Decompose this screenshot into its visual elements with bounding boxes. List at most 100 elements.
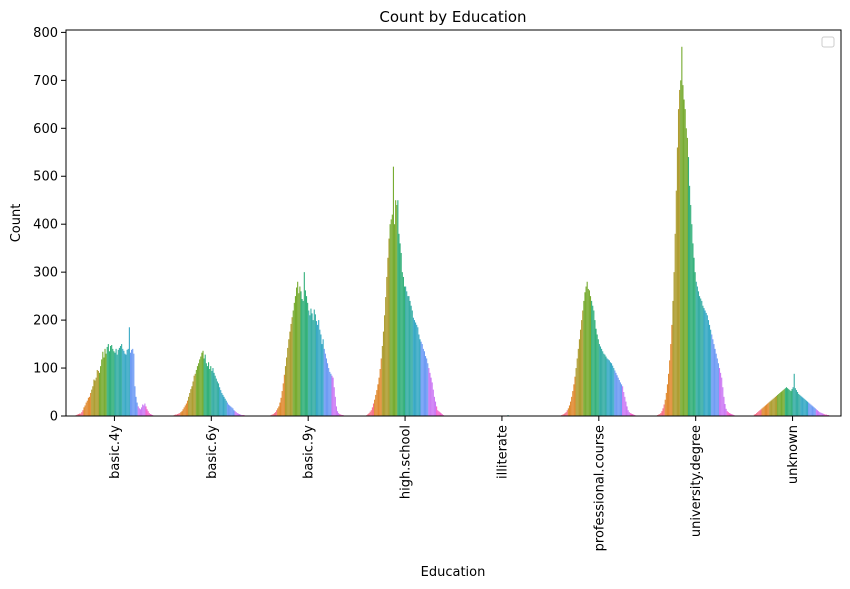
bar-basic-9y-4 bbox=[273, 413, 275, 416]
bar-professional-course-36 bbox=[599, 346, 602, 416]
bar-basic-4y-36 bbox=[115, 348, 117, 416]
bar-basic-6y-49 bbox=[226, 402, 228, 416]
bar-basic-6y-55 bbox=[233, 410, 235, 416]
bar-unknown-61 bbox=[821, 413, 823, 416]
bar-high-school-54 bbox=[426, 358, 428, 416]
bar-professional-course-57 bbox=[623, 392, 625, 416]
bar-university-degree-50 bbox=[712, 339, 714, 416]
bar-basic-6y-26 bbox=[201, 352, 203, 416]
bar-basic-6y-11 bbox=[184, 405, 186, 416]
bar-basic-4y-61 bbox=[143, 405, 145, 416]
bar-university-degree-11 bbox=[669, 360, 671, 416]
bar-high-school-47 bbox=[418, 334, 420, 416]
bar-basic-6y-6 bbox=[179, 413, 181, 416]
bar-basic-6y-50 bbox=[227, 404, 230, 416]
bar-high-school-4 bbox=[370, 410, 372, 416]
bar-unknown-62 bbox=[822, 413, 824, 416]
bar-professional-course-15 bbox=[576, 358, 578, 416]
bar-unknown-21 bbox=[777, 394, 779, 416]
bar-professional-course-47 bbox=[612, 365, 614, 416]
bar-basic-6y-42 bbox=[219, 387, 221, 416]
bar-university-degree-57 bbox=[720, 372, 722, 416]
bar-professional-course-58 bbox=[624, 396, 626, 416]
bar-high-school-50 bbox=[421, 344, 423, 416]
bar-unknown-14 bbox=[769, 401, 771, 416]
bar-basic-6y-59 bbox=[237, 413, 239, 416]
bar-professional-course-59 bbox=[625, 401, 627, 416]
bar-basic-4y-35 bbox=[114, 352, 116, 416]
bar-unknown-17 bbox=[772, 398, 774, 416]
legend-box bbox=[821, 36, 835, 48]
bar-university-degree-12 bbox=[670, 344, 672, 416]
bar-unknown-29 bbox=[785, 387, 788, 416]
bar-basic-9y-44 bbox=[318, 320, 320, 416]
bar-university-degree-8 bbox=[665, 392, 667, 416]
bar-university-degree-40 bbox=[701, 300, 703, 416]
bar-basic-6y-25 bbox=[200, 356, 202, 416]
bar-basic-4y-18 bbox=[95, 377, 97, 416]
bar-unknown-58 bbox=[818, 411, 820, 416]
bar-basic-4y-58 bbox=[139, 409, 142, 416]
bar-high-school-46 bbox=[417, 327, 419, 416]
bar-basic-9y-55 bbox=[330, 373, 332, 416]
bar-basic-6y-21 bbox=[195, 369, 197, 416]
bar-unknown-6 bbox=[760, 409, 762, 416]
bar-unknown-25 bbox=[781, 391, 783, 416]
bar-unknown-64 bbox=[824, 414, 826, 416]
bar-unknown-30 bbox=[787, 388, 789, 416]
bar-basic-4y-44 bbox=[124, 353, 126, 416]
bar-professional-course-37 bbox=[601, 348, 603, 416]
bar-unknown-19 bbox=[774, 396, 776, 416]
bar-high-school-18 bbox=[386, 276, 388, 416]
bar-professional-course-41 bbox=[605, 356, 607, 416]
bar-professional-course-6 bbox=[566, 410, 568, 416]
bar-high-school-19 bbox=[387, 257, 389, 416]
bar-basic-9y-7 bbox=[277, 408, 279, 416]
bar-basic-9y-5 bbox=[274, 412, 277, 416]
bar-basic-4y-7 bbox=[83, 407, 85, 416]
bar-unknown-51 bbox=[810, 404, 812, 416]
bar-basic-9y-60 bbox=[335, 406, 337, 416]
bar-unknown-12 bbox=[767, 403, 769, 416]
bar-basic-6y-31 bbox=[206, 366, 208, 416]
bar-basic-6y-36 bbox=[212, 368, 214, 416]
bar-university-degree-9 bbox=[666, 384, 669, 416]
bar-unknown-56 bbox=[815, 409, 817, 416]
bar-university-degree-23 bbox=[682, 85, 684, 416]
bar-high-school-62 bbox=[434, 401, 437, 416]
bar-university-degree-48 bbox=[710, 329, 712, 416]
bar-high-school-34 bbox=[403, 286, 406, 416]
bar-professional-course-65 bbox=[632, 414, 634, 416]
bar-high-school-37 bbox=[407, 296, 409, 416]
bar-basic-9y-21 bbox=[292, 310, 294, 416]
bar-professional-course-33 bbox=[596, 334, 598, 416]
bar-basic-4y-62 bbox=[144, 403, 146, 416]
y-tick-label: 400 bbox=[33, 218, 58, 233]
bar-high-school-59 bbox=[431, 382, 433, 416]
bar-professional-course-14 bbox=[575, 368, 577, 416]
bar-basic-4y-40 bbox=[119, 345, 122, 416]
bar-basic-9y-15 bbox=[286, 357, 288, 416]
bar-basic-9y-25 bbox=[297, 281, 299, 416]
bar-basic-9y-58 bbox=[333, 387, 335, 416]
bar-university-degree-53 bbox=[715, 353, 717, 416]
bar-professional-course-16 bbox=[577, 348, 579, 416]
bar-university-degree-42 bbox=[703, 308, 705, 416]
bar-unknown-43 bbox=[801, 396, 803, 416]
bar-high-school-52 bbox=[423, 351, 425, 416]
bar-unknown-45 bbox=[803, 398, 805, 416]
bar-basic-9y-27 bbox=[299, 286, 301, 416]
bar-university-degree-41 bbox=[702, 305, 704, 416]
bar-high-school-64 bbox=[437, 410, 439, 416]
bar-basic-4y-50 bbox=[131, 349, 133, 416]
bar-university-degree-20 bbox=[679, 89, 681, 416]
bar-basic-4y-24 bbox=[102, 351, 104, 416]
bar-basic-9y-38 bbox=[311, 313, 313, 416]
bar-unknown-34 bbox=[791, 389, 793, 416]
bar-basic-9y-56 bbox=[331, 375, 333, 416]
bar-university-degree-25 bbox=[684, 109, 686, 417]
bar-university-degree-21 bbox=[680, 80, 682, 416]
bar-high-school-40 bbox=[410, 305, 412, 416]
bar-high-school-16 bbox=[384, 315, 386, 416]
bar-unknown-22 bbox=[778, 393, 780, 416]
